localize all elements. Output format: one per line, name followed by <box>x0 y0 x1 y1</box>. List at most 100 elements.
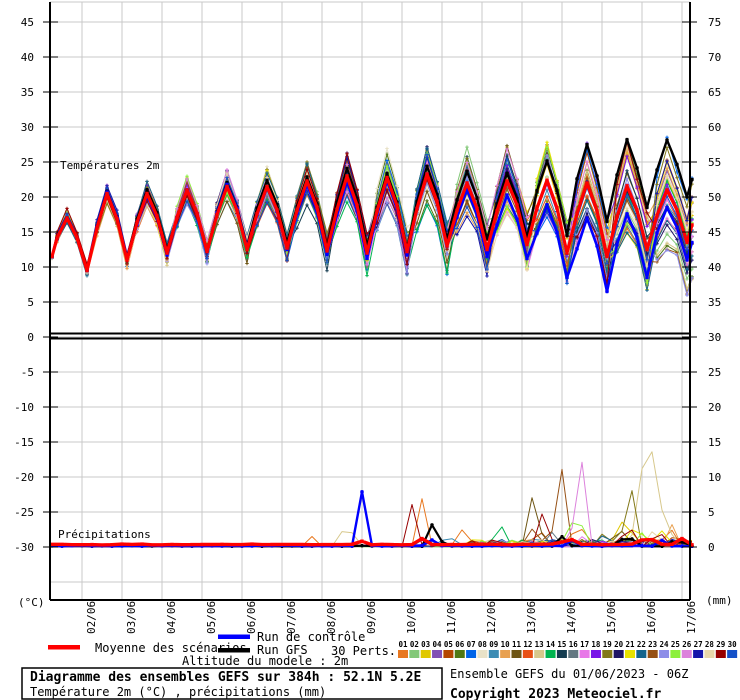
member-number-09: 09 <box>489 640 499 649</box>
member-number-22: 22 <box>637 640 646 649</box>
left-axis-tick-label: 45 <box>21 16 34 29</box>
member-swatch-07 <box>466 650 477 658</box>
right-axis-tick-label: 35 <box>708 296 721 309</box>
gridlines <box>50 1 690 600</box>
date-label: 14/06 <box>565 601 578 634</box>
right-axis-tick-label: 75 <box>708 16 721 29</box>
member-number-16: 16 <box>569 640 579 649</box>
right-axis-tick-label: 60 <box>708 121 721 134</box>
member-swatch-27 <box>693 650 704 658</box>
temperature-series <box>50 135 694 297</box>
copyright: Copyright 2023 Meteociel.fr <box>450 687 661 700</box>
member-swatch-24 <box>659 650 670 658</box>
footer-title-box <box>21 667 443 700</box>
left-axis-tick-label: 30 <box>21 121 34 134</box>
member-number-27: 27 <box>694 640 703 649</box>
member-swatch-08 <box>477 650 488 658</box>
member-number-18: 18 <box>591 640 601 649</box>
member-swatch-02 <box>409 650 420 658</box>
member-number-03: 03 <box>421 640 431 649</box>
right-axis-tick-label: 0 <box>708 541 715 554</box>
right-axis-unit: (mm) <box>706 594 733 607</box>
mean-legend-line <box>48 645 80 650</box>
member-swatch-06 <box>454 650 465 658</box>
member-swatch-13 <box>534 650 545 658</box>
right-axis-tick-label: 45 <box>708 226 721 239</box>
gfs-legend-label: Run GFS <box>257 643 308 657</box>
perts-count-label: 30 Perts. <box>331 644 396 658</box>
date-label: 08/06 <box>325 601 338 634</box>
member-swatch-12 <box>522 650 533 658</box>
member-number-30: 30 <box>728 640 738 649</box>
precip-ensemble-mean <box>50 536 694 547</box>
temperature-panel-label: Températures 2m <box>60 159 160 172</box>
member-number-08: 08 <box>478 640 488 649</box>
right-axis-tick-label: 20 <box>708 401 721 414</box>
member-number-05: 05 <box>444 640 453 649</box>
date-label: 10/06 <box>405 601 418 634</box>
left-axis-tick-label: 5 <box>27 296 34 309</box>
left-axis-tick-label: 35 <box>21 86 34 99</box>
right-axis-tick-label: 10 <box>708 471 721 484</box>
right-axis-tick-label: 40 <box>708 261 721 274</box>
left-axis-tick-label: 15 <box>21 226 34 239</box>
left-axis-unit: (°C) <box>18 596 45 609</box>
member-number-12: 12 <box>523 640 532 649</box>
member-number-15: 15 <box>557 640 566 649</box>
member-number-21: 21 <box>625 640 635 649</box>
diagram-subtitle: Température 2m (°C) , précipitations (mm… <box>30 685 326 699</box>
member-number-01: 01 <box>398 640 408 649</box>
left-axis-tick-label: -15 <box>14 436 34 449</box>
left-axis-tick-label: 25 <box>21 156 34 169</box>
member-swatch-05 <box>443 650 454 658</box>
right-axis-tick-label: 70 <box>708 51 721 64</box>
member-swatch-28 <box>704 650 715 658</box>
member-number-10: 10 <box>501 640 511 649</box>
date-label: 17/06 <box>685 601 698 634</box>
member-swatch-30 <box>727 650 738 658</box>
control-legend-line <box>218 634 250 639</box>
perturbation-legend-swatches: 01 02 03 04 05 06 07 08 09 10 11 12 13 14 15 16 17 18 19 20… <box>398 640 738 658</box>
right-axis-tick-label: 15 <box>708 436 721 449</box>
member-swatch-14 <box>545 650 556 658</box>
member-swatch-04 <box>432 650 443 658</box>
left-axis-tick-label: -10 <box>14 401 34 414</box>
member-number-04: 04 <box>433 640 443 649</box>
date-label: 05/06 <box>205 601 218 634</box>
left-axis-tick-label: -25 <box>14 506 34 519</box>
date-label: 03/06 <box>125 601 138 634</box>
member-swatch-17 <box>579 650 590 658</box>
date-label: 07/06 <box>285 601 298 634</box>
date-label: 15/06 <box>605 601 618 634</box>
member-number-07: 07 <box>467 640 476 649</box>
right-axis-tick-label: 65 <box>708 86 721 99</box>
member-swatch-23 <box>647 650 658 658</box>
member-number-29: 29 <box>716 640 726 649</box>
left-axis-tick-label: 20 <box>21 191 34 204</box>
right-axis-tick-label: 25 <box>708 366 721 379</box>
member-swatch-21 <box>625 650 635 658</box>
member-swatch-10 <box>500 650 511 658</box>
member-number-13: 13 <box>535 640 545 649</box>
date-label: 04/06 <box>165 601 178 634</box>
control-legend-label: Run de contrôle <box>257 630 365 644</box>
member-swatch-19 <box>602 650 613 658</box>
axis-tick-labels: 454035302520151050-5-10-15-20-25-3075706… <box>14 16 721 634</box>
member-number-14: 14 <box>546 640 556 649</box>
right-axis-tick-label: 50 <box>708 191 721 204</box>
precipitation-panel-label: Précipitations <box>58 528 151 541</box>
left-axis-tick-label: 10 <box>21 261 34 274</box>
date-label: 06/06 <box>245 601 258 634</box>
member-swatch-25 <box>670 650 681 658</box>
date-label: 16/06 <box>645 601 658 634</box>
temp-ensemble-mean <box>50 172 694 273</box>
member-swatch-03 <box>420 650 431 658</box>
member-swatch-20 <box>613 650 624 658</box>
diagram-title: Diagramme des ensembles GEFS sur 384h : … <box>30 670 421 685</box>
right-axis-tick-label: 5 <box>708 506 715 519</box>
member-number-17: 17 <box>580 640 589 649</box>
member-number-02: 02 <box>410 640 419 649</box>
member-number-24: 24 <box>660 640 670 649</box>
